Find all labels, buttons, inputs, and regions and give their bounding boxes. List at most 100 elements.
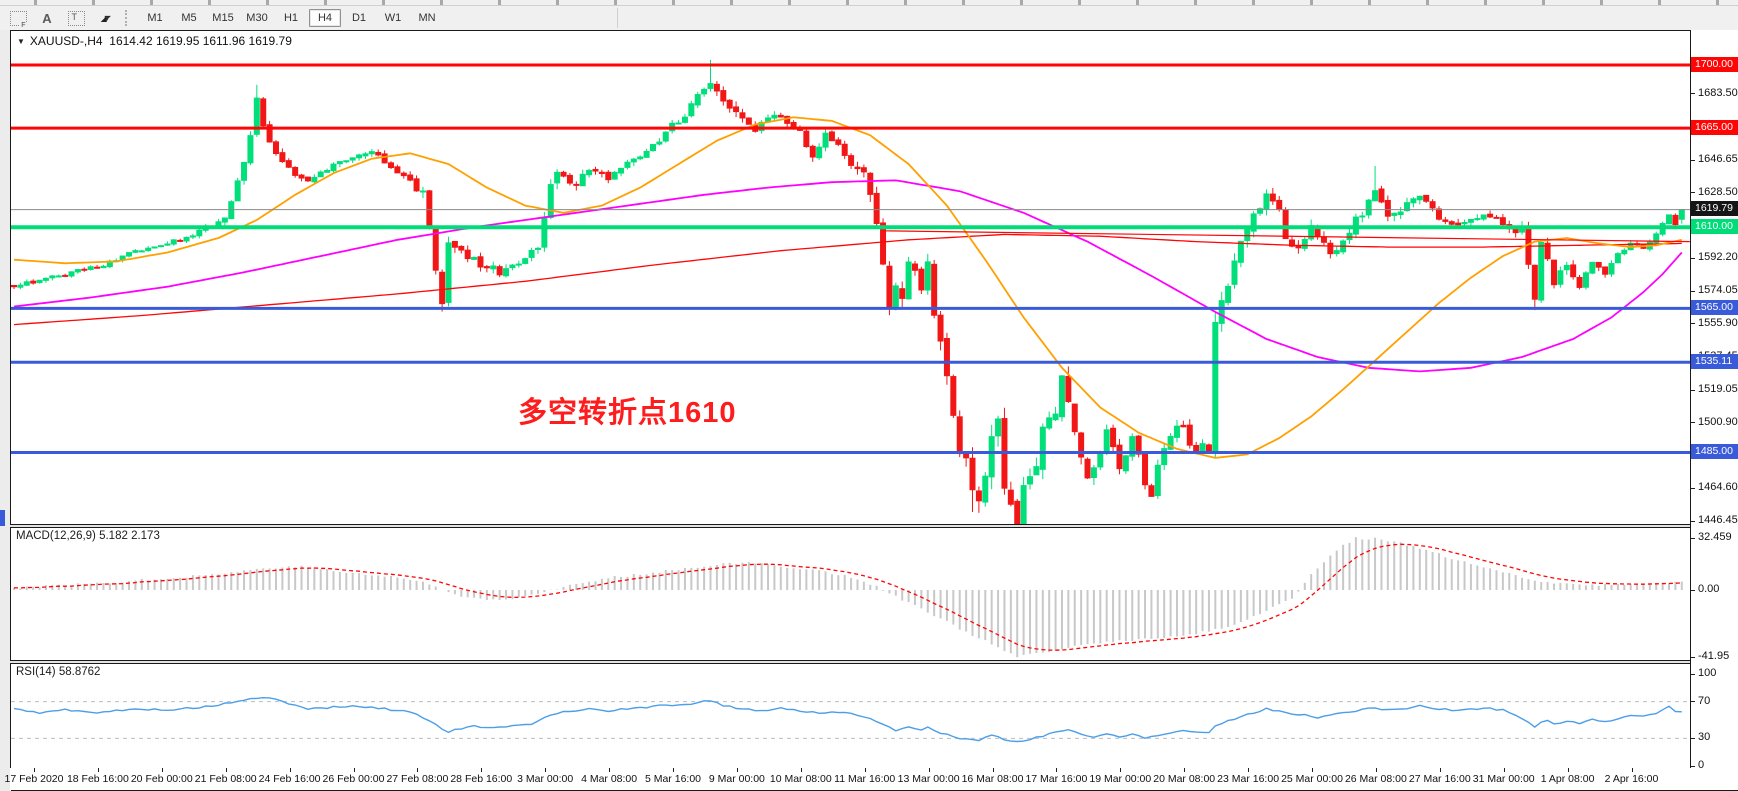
timeframe-button-D1[interactable]: D1 [351,12,367,24]
time-tick-label: 19 Mar 00:00 [1089,773,1152,785]
time-tick-label: 27 Feb 08:00 [386,773,449,785]
time-tick-mark [545,768,547,772]
price-tick-label: 1683.50 [1698,86,1738,99]
time-tick-label: 17 Mar 16:00 [1025,773,1088,785]
time-tick-label: 31 Mar 00:00 [1472,773,1535,785]
time-tick-label: 16 Mar 08:00 [961,773,1024,785]
time-scale[interactable]: 17 Feb 2020 18 Feb 16:00 20 Feb 00:00 21 Fe… [5,768,1738,791]
pane-separator[interactable] [10,660,1738,664]
price-scale[interactable]: 1683.50 1646.65 1628.50 1592.20 1574.05 1555.… [1690,30,1738,771]
price-tick-label: 1464.60 [1698,481,1738,494]
timeframe-button-M5[interactable]: M5 [181,12,197,24]
price-level-badge: 1665.00 [1691,119,1738,135]
time-tick-mark [800,768,802,772]
time-tick-mark [928,768,930,772]
price-level-badge: 1535.11 [1691,353,1738,369]
price-tick-label: 1592.20 [1698,251,1738,264]
left-gutter [0,30,10,791]
timeframe-button-M1[interactable]: M1 [147,12,163,24]
rsi-tick-mark [1691,673,1695,675]
rsi-tick-label: 100 [1698,667,1717,679]
time-tick-mark [1184,768,1186,772]
price-tick-mark [1691,323,1695,325]
time-tick-mark [97,768,99,772]
candlestick-chart[interactable] [11,31,1690,525]
timeframe-button-H4[interactable]: H4 [309,9,341,27]
time-tick-label: 26 Mar 08:00 [1344,773,1407,785]
symbol-dropdown-icon[interactable]: ▼ [17,37,25,46]
timeframe-button-M15[interactable]: M15 [212,12,234,24]
font-a-icon[interactable]: A [42,10,52,26]
time-tick-mark [417,768,419,772]
time-tick-mark [161,768,163,772]
time-tick-mark [225,768,227,772]
price-tick-label: 1500.90 [1698,415,1738,428]
price-tick-mark [1691,290,1695,292]
text-label-icon[interactable]: T [66,9,86,27]
time-tick-mark [1567,768,1569,772]
time-tick-mark [1312,768,1313,772]
macd-tick-label: 32.459 [1698,531,1732,544]
price-tick-mark [1691,389,1695,391]
toolbar-grip[interactable] [125,10,132,26]
macd-label: MACD(12,26,9) 5.182 2.173 [16,530,160,542]
time-tick-mark [736,768,738,772]
time-tick-mark [481,768,483,772]
time-tick-mark [1120,768,1122,772]
time-tick-mark [1248,768,1250,772]
macd-tick-mark [1691,589,1695,591]
time-tick-label: 20 Feb 00:00 [130,773,193,785]
time-tick-mark [609,768,611,772]
rsi-tick-label: 30 [1698,731,1711,744]
time-tick-mark [864,768,866,772]
macd-tick-mark [1691,537,1695,539]
timeframe-button-M30[interactable]: M30 [246,12,268,24]
price-tick-mark [1691,257,1695,259]
gutter-blue-mark [0,510,5,526]
time-tick-label: 28 Feb 16:00 [450,773,513,785]
time-tick-label: 18 Feb 16:00 [66,773,129,785]
macd-indicator-pane[interactable]: MACD(12,26,9) 5.182 2.173 [11,528,1690,660]
price-level-badge: 1565.00 [1691,299,1738,315]
toolbar-separator [617,8,618,28]
time-tick-label: 25 Mar 00:00 [1281,773,1343,785]
time-tick-label: 5 Mar 16:00 [644,773,702,785]
chart-text-annotation: 多空转折点1610 [518,397,737,429]
rsi-tick-label: 70 [1698,694,1711,707]
indicator-frame-icon[interactable]: F [8,9,28,29]
timeframe-button-MN[interactable]: MN [418,12,436,24]
time-tick-label: 9 Mar 00:00 [708,773,765,785]
time-tick-mark [673,768,674,772]
arrange-arrows-icon[interactable]: ◢◤ ▾ [100,12,111,23]
price-tick-label: 1446.45 [1698,514,1738,527]
price-tick-label: 1555.90 [1698,316,1738,329]
time-tick-label: 24 Feb 16:00 [258,773,321,785]
price-tick-label: 1519.05 [1698,383,1738,396]
time-tick-label: 20 Mar 08:00 [1153,773,1216,785]
chart-window-left-border [10,30,11,768]
rsi-plot[interactable] [11,664,1690,768]
rsi-indicator-pane[interactable]: RSI(14) 58.8762 [11,664,1690,768]
price-tick-label: 1574.05 [1698,284,1738,297]
time-tick-mark [1056,768,1058,772]
time-tick-label: 17 Feb 2020 [4,773,64,785]
time-tick-label: 4 Mar 08:00 [581,773,638,785]
time-tick-label: 11 Mar 16:00 [834,773,896,785]
timeframe-button-W1[interactable]: W1 [384,12,402,24]
price-tick-mark [1691,422,1695,424]
price-tick-mark [1691,487,1695,489]
dropdown-caret-icon: ▾ [104,12,110,23]
time-tick-label: 26 Feb 00:00 [322,773,385,785]
macd-tick-mark [1691,656,1695,658]
time-tick-mark [353,768,355,772]
time-tick-label: 1 Apr 08:00 [1540,773,1595,785]
pane-separator[interactable] [10,524,1738,528]
time-tick-mark [1375,768,1377,772]
macd-tick-label: 0.00 [1698,583,1720,595]
macd-plot[interactable] [11,528,1690,660]
time-tick-label: 13 Mar 00:00 [897,773,960,785]
price-chart-pane[interactable]: ▼ XAUUSD-,H4 1614.42 1619.95 1611.96 1619… [11,30,1690,525]
timeframe-button-H1[interactable]: H1 [283,12,299,24]
price-tick-label: 1628.50 [1698,185,1738,198]
